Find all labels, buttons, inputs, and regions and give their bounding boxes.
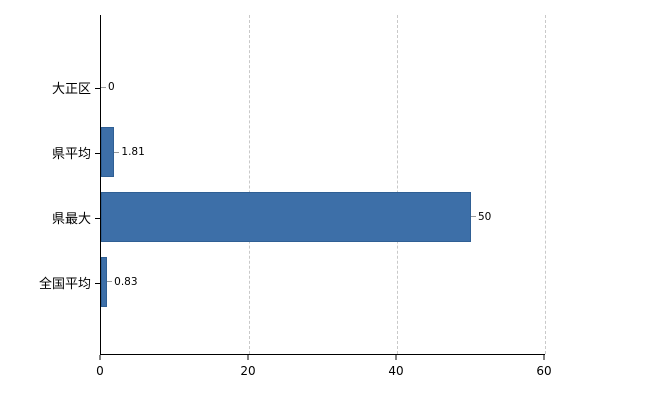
bar bbox=[101, 191, 471, 242]
value-leader-line bbox=[114, 151, 120, 153]
value-label: 1.81 bbox=[114, 146, 145, 159]
x-axis-tick-label: 0 bbox=[96, 364, 104, 378]
bar-rows: 0 1.81 50 0.83 bbox=[101, 15, 545, 354]
x-axis-tick-label: 60 bbox=[536, 364, 552, 378]
category-label-row: 県最大 bbox=[0, 185, 100, 250]
value-text: 50 bbox=[478, 210, 492, 223]
bar-row: 0 bbox=[101, 55, 545, 120]
y-axis-tick-mark bbox=[95, 282, 100, 284]
y-axis-tick-mark bbox=[95, 87, 100, 89]
gridline bbox=[545, 15, 546, 354]
x-axis-tick-label: 40 bbox=[388, 364, 404, 378]
value-text: 0 bbox=[108, 81, 115, 94]
value-leader-line bbox=[471, 216, 476, 218]
category-label-row: 大正区 bbox=[0, 55, 100, 120]
bar bbox=[101, 256, 108, 307]
bar-row: 1.81 bbox=[101, 120, 545, 185]
value-leader-line bbox=[107, 281, 113, 283]
value-text: 1.81 bbox=[121, 146, 145, 159]
bar-row: 50 bbox=[101, 185, 545, 250]
y-axis-tick-mark bbox=[95, 217, 100, 219]
x-axis-tick-label: 20 bbox=[240, 364, 256, 378]
category-label: 大正区 bbox=[51, 82, 91, 97]
category-label: 県平均 bbox=[51, 147, 91, 162]
x-axis-tick-mark bbox=[543, 355, 545, 360]
bar-row: 0.83 bbox=[101, 249, 545, 314]
category-label: 県最大 bbox=[51, 212, 91, 227]
value-label: 0.83 bbox=[107, 275, 138, 288]
category-label-row: 県平均 bbox=[0, 120, 100, 185]
bar bbox=[101, 127, 115, 178]
y-axis-labels: 大正区県平均県最大全国平均 bbox=[0, 15, 100, 355]
value-label: 50 bbox=[471, 211, 491, 223]
category-label: 全国平均 bbox=[38, 277, 91, 292]
x-axis-tick-mark bbox=[247, 355, 249, 360]
x-axis-tick-mark bbox=[395, 355, 397, 360]
plot-area: 0 1.81 50 0.83 bbox=[100, 15, 546, 355]
value-text: 0.83 bbox=[114, 275, 138, 288]
x-axis-ticks: 0 20 40 60 bbox=[96, 355, 552, 400]
x-axis-tick-mark bbox=[99, 355, 101, 360]
value-label: 0 bbox=[101, 81, 115, 93]
y-axis-tick-mark bbox=[95, 152, 100, 154]
value-leader-line bbox=[101, 86, 106, 88]
category-label-row: 全国平均 bbox=[0, 250, 100, 315]
